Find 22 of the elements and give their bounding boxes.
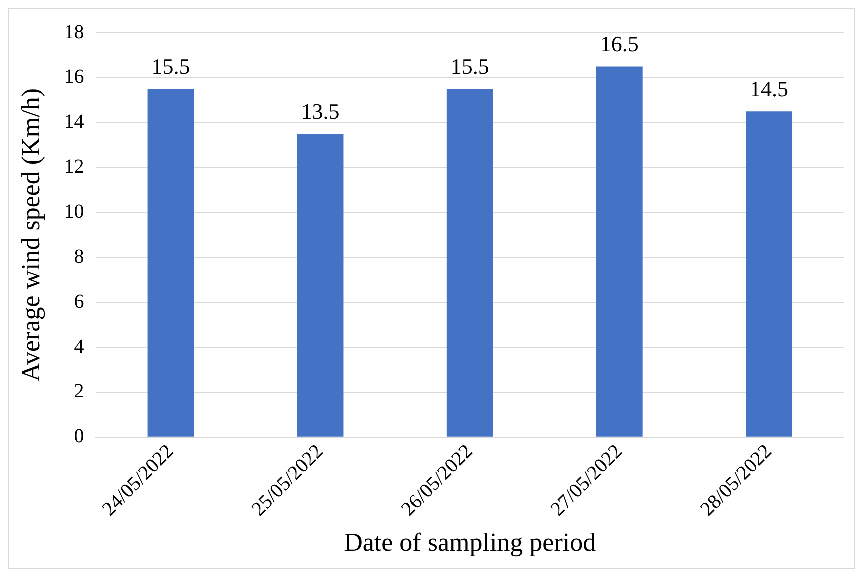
y-tick-label: 4: [74, 336, 84, 358]
y-tick-label: 10: [64, 200, 84, 223]
data-label: 13.5: [301, 98, 340, 124]
bar: [297, 134, 344, 437]
x-axis-title: Date of sampling period: [344, 528, 596, 558]
data-label: 14.5: [750, 76, 788, 102]
y-tick-label: 14: [64, 111, 84, 134]
data-label: 15.5: [152, 54, 190, 79]
bar: [446, 89, 494, 437]
y-axis-title: Average wind speed (Km/h): [16, 88, 46, 382]
y-tick-label: 18: [64, 21, 84, 44]
y-tick-label: 12: [64, 156, 84, 178]
data-label: 16.5: [600, 31, 639, 56]
y-tick-label: 16: [64, 66, 84, 88]
y-tick-label: 6: [74, 290, 84, 313]
bar: [148, 89, 194, 437]
bar: [746, 112, 792, 437]
data-label: 15.5: [450, 54, 490, 79]
y-tick-label: 0: [74, 426, 84, 448]
y-tick-label: 2: [74, 380, 84, 403]
bar: [596, 66, 643, 437]
y-tick-label: 8: [74, 246, 84, 268]
